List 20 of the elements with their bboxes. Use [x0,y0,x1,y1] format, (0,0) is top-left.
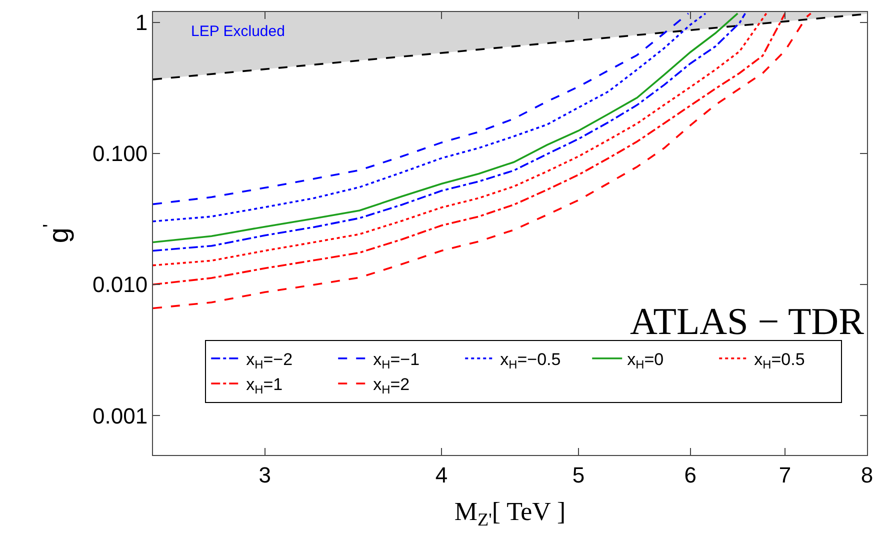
annotation: LEP Excluded [191,23,285,40]
legend-label: x$_{H}$=−0.5 [500,350,561,372]
y-tick-label: 0.100 [92,141,148,166]
x-tick-label: 7 [778,462,792,488]
x-axis-title: M$_{Z'}$[ TeV ] [454,497,566,530]
legend-label: x$_{H}$=2 [373,375,410,397]
legend-label: x$_{H}$=1 [246,375,283,397]
legend-label: x$_{H}$=0 [627,350,664,372]
x-tick-label: 4 [435,462,448,488]
x-tick-label: 5 [572,462,585,488]
x-tick-label: 3 [258,462,272,488]
legend-label: x$_{H}$=−2 [246,350,293,372]
y-tick-label: 0.001 [92,403,148,428]
x-tick-label: 6 [684,462,697,488]
legend-label: x$_{H}$=0.5 [754,350,805,372]
y-tick-label: 0.010 [92,272,148,298]
x-tick-label: 8 [860,462,874,488]
legend-label: x$_{H}$=−1 [373,350,420,372]
annotation: ATLAS − TDR [630,301,865,343]
y-tick-label: 1 [135,10,148,36]
